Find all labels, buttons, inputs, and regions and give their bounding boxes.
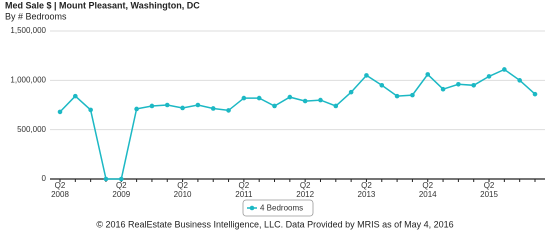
x-tick-label: Q2 xyxy=(422,181,433,190)
data-point xyxy=(164,102,170,108)
data-point xyxy=(456,81,461,87)
series-line xyxy=(59,68,536,180)
data-point xyxy=(379,82,385,88)
x-tick-label: 2014 xyxy=(419,190,437,199)
data-point xyxy=(532,91,538,97)
data-point xyxy=(256,95,262,101)
data-point xyxy=(272,103,277,109)
legend-marker xyxy=(249,205,255,211)
chart-title: Med Sale $ | Mount Pleasant, Washington,… xyxy=(5,0,200,10)
y-tick-label: 0 xyxy=(42,174,47,183)
data-point xyxy=(210,106,216,111)
data-point xyxy=(241,95,247,101)
x-tick-label: 2012 xyxy=(296,190,314,199)
data-point xyxy=(394,93,400,99)
x-tick-label: Q2 xyxy=(55,181,66,190)
data-point xyxy=(410,92,415,98)
x-tick-label: 2008 xyxy=(51,190,69,199)
x-tick-label: Q2 xyxy=(177,181,188,190)
x-tick-label: 2009 xyxy=(112,190,130,199)
x-tick-label: Q2 xyxy=(300,181,311,190)
data-point xyxy=(226,108,231,113)
data-point xyxy=(88,107,93,113)
data-point xyxy=(287,94,293,100)
data-point xyxy=(425,72,431,77)
x-tick-label: 2011 xyxy=(235,190,253,199)
data-point xyxy=(57,109,63,115)
data-point xyxy=(195,102,201,108)
data-point xyxy=(440,86,446,92)
data-point xyxy=(486,74,492,79)
legend-box xyxy=(242,199,314,217)
data-point xyxy=(471,82,477,88)
x-tick-label: 2010 xyxy=(174,190,192,199)
data-point xyxy=(502,67,507,72)
data-point xyxy=(180,105,185,111)
data-point xyxy=(302,98,308,104)
data-point xyxy=(333,103,339,109)
data-point xyxy=(103,176,109,182)
x-tick-label: Q2 xyxy=(484,181,495,190)
data-point xyxy=(348,89,354,95)
x-tick-label: 2015 xyxy=(480,190,498,199)
data-point xyxy=(134,106,139,112)
chart: Med Sale $ | Mount Pleasant, Washington,… xyxy=(5,0,545,229)
chart-subtitle: By # Bedrooms xyxy=(5,11,67,21)
data-point xyxy=(517,78,522,83)
data-point xyxy=(364,73,369,78)
data-point xyxy=(149,103,155,109)
data-point xyxy=(73,93,78,99)
legend: 4 Bedrooms xyxy=(242,199,314,217)
x-tick-label: Q2 xyxy=(239,181,250,190)
y-tick-label: 500,000 xyxy=(17,125,46,134)
legend-label: 4 Bedrooms xyxy=(260,204,303,213)
y-tick-label: 1,500,000 xyxy=(10,26,46,35)
x-tick-label: Q2 xyxy=(361,181,372,190)
x-tick-label: Q2 xyxy=(116,181,127,190)
y-tick-label: 1,000,000 xyxy=(10,75,46,84)
footer-note: © 2016 RealEstate Business Intelligence,… xyxy=(96,219,453,229)
data-point xyxy=(318,97,323,103)
x-tick-label: 2013 xyxy=(358,190,376,199)
data-point xyxy=(118,176,124,182)
